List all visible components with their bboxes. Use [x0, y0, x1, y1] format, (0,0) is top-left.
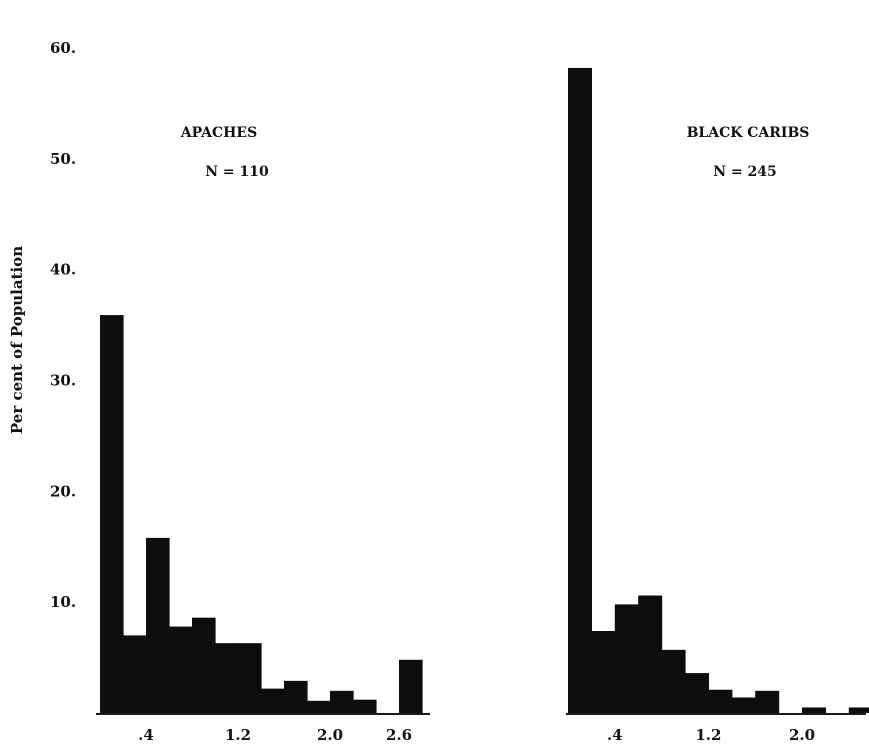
histogram-bar	[215, 643, 239, 713]
y-tick-label: 40.	[50, 261, 76, 279]
x-tick-label: 2.0	[317, 726, 343, 744]
panel-n-label: N = 245	[713, 164, 777, 180]
histogram-bar	[731, 697, 756, 713]
histogram-bar	[848, 707, 869, 713]
y-tick-label: 50.	[50, 150, 76, 168]
histogram-bar	[261, 688, 285, 713]
y-axis-title: Per cent of Population	[8, 246, 26, 434]
histogram-bar	[284, 680, 308, 713]
histogram-bar	[591, 630, 616, 713]
panel-title: BLACK CARIBS	[687, 125, 810, 141]
panel-n-label: N = 110	[205, 164, 269, 180]
histogram-bar	[100, 315, 124, 713]
histogram-bar	[638, 595, 663, 713]
histogram-bar	[568, 67, 592, 713]
histogram-bar	[330, 690, 354, 713]
histogram-bar	[123, 635, 147, 713]
y-tick-label: 10.	[50, 593, 76, 611]
histogram-bar	[169, 626, 193, 713]
histogram-bar	[661, 649, 686, 713]
histogram-bar	[307, 700, 331, 713]
y-axis: 10. 20. 30. 40. 50. 60.	[50, 39, 76, 611]
x-tick-label: 1.2	[225, 726, 251, 744]
histogram-bar	[614, 604, 639, 713]
x-tick-label: .4	[138, 726, 154, 744]
histogram-bar	[353, 699, 377, 713]
histogram-bar	[708, 689, 733, 713]
y-tick-label: 30.	[50, 372, 76, 390]
histogram-bar	[238, 643, 262, 713]
panel-black-caribs: .4 1.2 2.0 BLACK CARIBS N = 245	[566, 67, 869, 744]
panel-title: APACHES	[180, 125, 257, 141]
histogram-bar	[192, 617, 216, 713]
x-tick-label: .4	[607, 726, 623, 744]
panel-apaches: .4 1.2 2.0 2.6 APACHES N = 110	[96, 125, 430, 744]
x-tick-label: 2.0	[789, 726, 815, 744]
x-tick-label: 1.2	[695, 726, 721, 744]
x-tick-label: 2.6	[386, 726, 412, 744]
y-tick-label: 60.	[50, 39, 76, 57]
histogram-bar	[802, 707, 826, 713]
histogram-bar	[146, 537, 170, 713]
histogram-bar	[755, 690, 780, 713]
histogram-bar	[399, 659, 423, 713]
histogram-bar	[685, 673, 709, 713]
y-tick-label: 20.	[50, 482, 76, 500]
